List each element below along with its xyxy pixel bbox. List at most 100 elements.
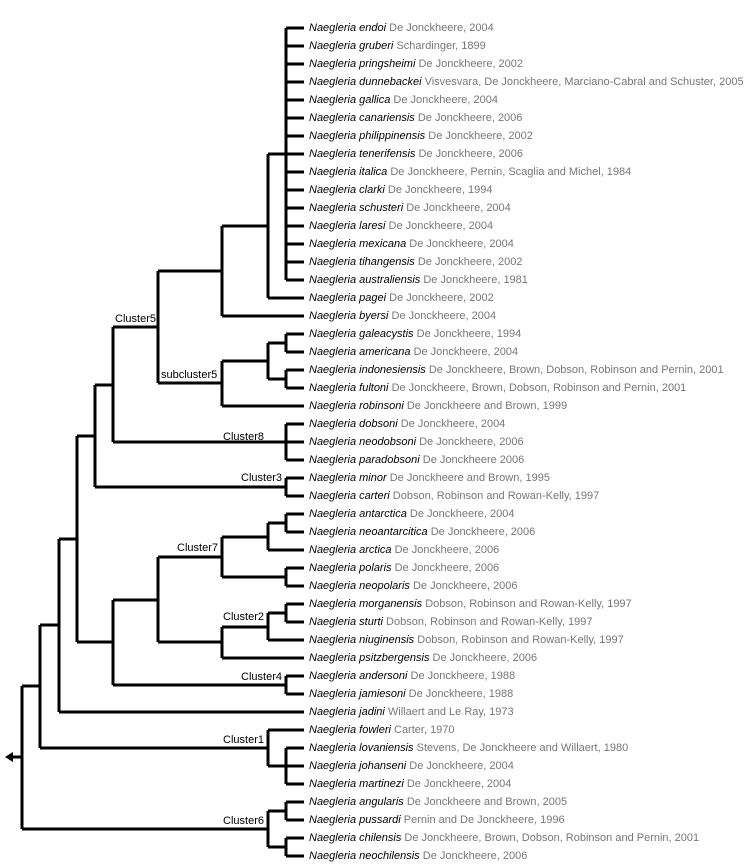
authority: Pernin and De Jonckheere, 1996 xyxy=(404,814,565,826)
leaf-label: Naegleria pussardi Pernin and De Jonckhe… xyxy=(309,814,565,826)
leaf-label: Naegleria australiensis De Jonckheere, 1… xyxy=(309,274,528,286)
authority: Dobson, Robinson and Rowan-Kelly, 1997 xyxy=(393,490,599,502)
leaf-label: Naegleria chilensis De Jonckheere, Brown… xyxy=(309,832,699,844)
leaf-label: Naegleria psitzbergensis De Jonckheere, … xyxy=(309,652,537,664)
leaf-label: Naegleria clarki De Jonckheere, 1994 xyxy=(309,184,492,196)
leaf-label: Naegleria pringsheimi De Jonckheere, 200… xyxy=(309,58,523,70)
leaf-label: Naegleria pagei De Jonckheere, 2002 xyxy=(309,292,494,304)
cluster-label: subcluster5 xyxy=(161,369,217,381)
leaf-label: Naegleria laresi De Jonckheere, 2004 xyxy=(309,220,493,232)
authority: Dobson, Robinson and Rowan-Kelly, 1997 xyxy=(386,616,592,628)
species-name: Naegleria clarki xyxy=(309,184,385,196)
leaf-label: Naegleria byersi De Jonckheere, 2004 xyxy=(309,310,496,322)
authority: De Jonckheere and Brown, 1995 xyxy=(390,472,550,484)
authority: De Jonckheere, Brown, Dobson, Robinson a… xyxy=(392,382,687,394)
cluster-label: Cluster4 xyxy=(241,671,282,683)
leaf-label: Naegleria schusteri De Jonckheere, 2004 xyxy=(309,202,511,214)
authority: De Jonckheere, 2004 xyxy=(392,310,497,322)
species-name: Naegleria jamiesoni xyxy=(309,688,406,700)
leaf-label: Naegleria morganensis Dobson, Robinson a… xyxy=(309,598,632,610)
authority: De Jonckheere, 1988 xyxy=(411,670,516,682)
authority: De Jonckheere and Brown, 2005 xyxy=(407,796,567,808)
species-name: Naegleria robinsoni xyxy=(309,400,404,412)
authority: De Jonckheere, Brown, Dobson, Robinson a… xyxy=(404,832,699,844)
authority: De Jonckheere, 1994 xyxy=(388,184,493,196)
species-name: Naegleria pussardi xyxy=(309,814,401,826)
authority: De Jonckheere, 2004 xyxy=(389,220,494,232)
leaf-label: Naegleria dunnebackei Visvesvara, De Jon… xyxy=(309,76,744,88)
species-name: Naegleria dunnebackei xyxy=(309,76,422,88)
authority: Willaert and Le Ray, 1973 xyxy=(388,706,514,718)
leaf-label: Naegleria americana De Jonckheere, 2004 xyxy=(309,346,518,358)
leaf-label: Naegleria neoantarcitica De Jonckheere, … xyxy=(309,526,535,538)
leaf-label: Naegleria robinsoni De Jonckheere and Br… xyxy=(309,400,567,412)
authority: De Jonckheere, 2006 xyxy=(423,850,528,862)
leaf-label: Naegleria mexicana De Jonckheere, 2004 xyxy=(309,238,514,250)
species-name: Naegleria indonesiensis xyxy=(309,364,426,376)
species-name: Naegleria tihangensis xyxy=(309,256,415,268)
cluster-label: Cluster1 xyxy=(223,734,264,746)
species-name: Naegleria neodobsoni xyxy=(309,436,417,448)
species-name: Naegleria australiensis xyxy=(309,274,421,286)
authority: De Jonckheere 2006 xyxy=(423,454,525,466)
species-name: Naegleria carteri xyxy=(309,490,390,502)
species-name: Naegleria gallica xyxy=(309,94,390,106)
cluster-label: Cluster3 xyxy=(241,472,282,484)
species-name: Naegleria minor xyxy=(309,472,388,484)
leaf-label: Naegleria sturti Dobson, Robinson and Ro… xyxy=(309,616,593,628)
cluster-label: Cluster7 xyxy=(177,542,218,554)
authority: De Jonckheere, 2006 xyxy=(418,112,523,124)
authority: De Jonckheere, 1988 xyxy=(409,688,514,700)
species-name: Naegleria galeacystis xyxy=(309,328,414,340)
authority: De Jonckheere, 2002 xyxy=(418,256,523,268)
authority: De Jonckheere, 2006 xyxy=(431,526,536,538)
leaf-label: Naegleria niuginensis Dobson, Robinson a… xyxy=(309,634,624,646)
species-name: Naegleria martinezi xyxy=(309,778,404,790)
authority: Carter, 1970 xyxy=(394,724,455,736)
species-name: Naegleria lovaniensis xyxy=(309,742,414,754)
species-name: Naegleria sturti xyxy=(309,616,384,628)
species-name: Naegleria byersi xyxy=(309,310,389,322)
root-arrow xyxy=(5,752,13,762)
leaf-label: Naegleria philippinensis De Jonckheere, … xyxy=(309,130,533,142)
authority: De Jonckheere, 2004 xyxy=(393,94,498,106)
leaf-label: Naegleria tenerifensis De Jonckheere, 20… xyxy=(309,148,523,160)
leaf-label: Naegleria tihangensis De Jonckheere, 200… xyxy=(309,256,522,268)
leaf-label: Naegleria paradobsoni De Jonckheere 2006 xyxy=(309,454,524,466)
authority: De Jonckheere, 2004 xyxy=(409,760,514,772)
authority: De Jonckheere, 1994 xyxy=(417,328,522,340)
authority: Stevens, De Jonckheere and Willaert, 198… xyxy=(417,742,629,754)
species-name: Naegleria antarctica xyxy=(309,508,407,520)
authority: Dobson, Robinson and Rowan-Kelly, 1997 xyxy=(417,634,623,646)
authority: Schardinger, 1899 xyxy=(396,40,485,52)
leaf-label: Naegleria carteri Dobson, Robinson and R… xyxy=(309,490,599,502)
species-name: Naegleria arctica xyxy=(309,544,392,556)
leaf-label: Naegleria andersoni De Jonckheere, 1988 xyxy=(309,670,515,682)
species-name: Naegleria laresi xyxy=(309,220,386,232)
leaf-label: Naegleria fowleri Carter, 1970 xyxy=(309,724,455,736)
authority: De Jonckheere, 2006 xyxy=(433,652,538,664)
species-name: Naegleria schusteri xyxy=(309,202,404,214)
species-name: Naegleria angularis xyxy=(309,796,404,808)
leaf-label: Naegleria canariensis De Jonckheere, 200… xyxy=(309,112,522,124)
species-name: Naegleria tenerifensis xyxy=(309,148,416,160)
cluster-label: Cluster2 xyxy=(223,611,264,623)
species-name: Naegleria dobsoni xyxy=(309,418,398,430)
cluster-label: Cluster8 xyxy=(223,431,264,443)
species-name: Naegleria fowleri xyxy=(309,724,391,736)
authority: De Jonckheere, 2004 xyxy=(409,238,514,250)
cluster-label: Cluster6 xyxy=(223,815,264,827)
authority: De Jonckheere, 2002 xyxy=(418,58,523,70)
species-name: Naegleria niuginensis xyxy=(309,634,415,646)
species-name: Naegleria andersoni xyxy=(309,670,408,682)
authority: De Jonckheere, 2006 xyxy=(418,148,523,160)
authority: De Jonckheere, 2004 xyxy=(401,418,506,430)
species-name: Naegleria chilensis xyxy=(309,832,402,844)
leaf-label: Naegleria neodobsoni De Jonckheere, 2006 xyxy=(309,436,524,448)
species-name: Naegleria neopolaris xyxy=(309,580,410,592)
leaf-label: Naegleria dobsoni De Jonckheere, 2004 xyxy=(309,418,505,430)
authority: De Jonckheere, 2006 xyxy=(413,580,518,592)
authority: De Jonckheere and Brown, 1999 xyxy=(407,400,567,412)
authority: Dobson, Robinson and Rowan-Kelly, 1997 xyxy=(425,598,631,610)
